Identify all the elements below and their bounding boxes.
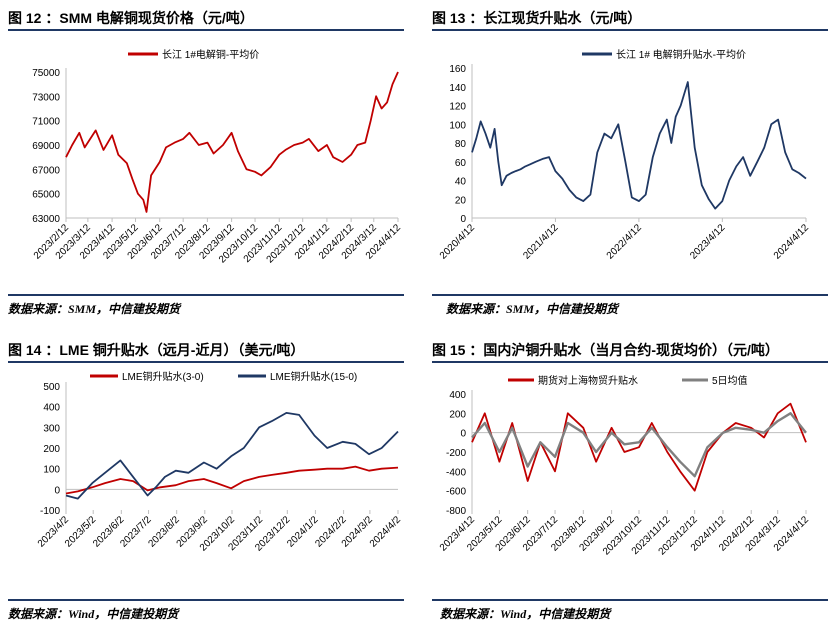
- y-tick-label: -200: [446, 448, 466, 459]
- panel-4-source: 数据来源：Wind，中信建投期货: [440, 607, 611, 621]
- panel-4-bottom-rule: [432, 599, 828, 601]
- chart-1: 630006500067000690007100073000750002023/…: [32, 48, 404, 266]
- y-tick-label: 0: [54, 485, 60, 496]
- y-tick-label: 80: [455, 139, 467, 150]
- y-tick-label: 0: [460, 429, 466, 440]
- y-tick-label: -800: [446, 506, 466, 517]
- x-tick-label: 2024/4/12: [772, 222, 812, 262]
- panel-4-title-rule: [432, 361, 828, 363]
- y-tick-label: -400: [446, 467, 466, 478]
- panel-3-bottom-rule: [8, 599, 404, 601]
- series-line-2: [65, 412, 399, 500]
- y-tick-label: 0: [460, 214, 466, 225]
- y-tick-label: 40: [455, 177, 467, 188]
- y-tick-label: 140: [449, 83, 466, 94]
- y-tick-label: 100: [43, 465, 60, 476]
- panel-2-title: 图 13 ：长江现货升贴水（元/吨）: [432, 10, 642, 26]
- y-tick-label: 200: [43, 444, 60, 455]
- y-tick-label: 160: [449, 64, 466, 75]
- y-tick-label: 120: [449, 102, 466, 113]
- y-tick-label: 400: [449, 390, 466, 401]
- panel-1-source: 数据来源：SMM，中信建投期货: [8, 302, 181, 316]
- legend-label-1: LME铜升贴水(3-0): [122, 370, 204, 383]
- y-tick-label: 300: [43, 423, 60, 434]
- series-line-1: [65, 465, 399, 495]
- x-tick-label: 2024/4/2: [368, 514, 404, 550]
- chart-4: -800-600-400-20002004002023/4/122023/5/1…: [438, 374, 812, 558]
- panel-2-bottom-rule: [432, 294, 828, 296]
- series-line-1: [471, 81, 807, 210]
- y-tick-label: 69000: [32, 141, 60, 152]
- y-tick-label: 20: [455, 195, 467, 206]
- panel-1-bottom-rule: [8, 294, 404, 296]
- y-tick-label: 75000: [32, 68, 60, 79]
- x-tick-label: 2020/4/12: [438, 222, 478, 262]
- panel-3-title-rule: [8, 361, 404, 363]
- legend-label-1: 长江 1# 电解铜升贴水-平均价: [616, 48, 746, 61]
- y-tick-label: 71000: [32, 117, 60, 128]
- y-tick-label: 100: [449, 120, 466, 131]
- y-tick-label: 63000: [32, 214, 60, 225]
- chart-2: 0 20 40 60 80 100 120 140 160 2020/4/12 2021/4/12 2…: [438, 48, 812, 262]
- y-tick-label: -600: [446, 487, 466, 498]
- panel-3-title: 图 14 ：LME 铜升贴水（远月-近月）（美元/吨）: [8, 342, 305, 358]
- y-tick-label: 200: [449, 409, 466, 420]
- panel-2-source: 数据来源：SMM，中信建投期货: [446, 302, 619, 316]
- y-tick-label: 60: [455, 158, 467, 169]
- y-tick-label: 73000: [32, 92, 60, 103]
- legend-label-1: 期货对上海物贸升贴水: [538, 374, 638, 387]
- series-line-2: [471, 412, 807, 478]
- panel-3-source: 数据来源：Wind，中信建投期货: [8, 607, 179, 621]
- y-tick-label: 65000: [32, 190, 60, 201]
- panel-1-title-rule: [8, 29, 404, 31]
- panel-1-title: 图 12 ：SMM 电解铜现货价格（元/吨）: [8, 10, 254, 26]
- x-tick-label: 2021/4/12: [521, 222, 561, 262]
- y-tick-label: 500: [43, 382, 60, 393]
- series-line-1: [65, 71, 399, 213]
- y-tick-label: 67000: [32, 165, 60, 176]
- legend-label-2: LME铜升贴水(15-0): [270, 370, 357, 383]
- panel-4-title: 图 15 ：国内沪铜升贴水（当月合约-现货均价）（元/吨）: [432, 342, 779, 358]
- x-tick-label: 2022/4/12: [605, 222, 645, 262]
- y-tick-label: 400: [43, 403, 60, 414]
- legend-label-2: 5日均值: [712, 374, 748, 387]
- legend-label-1: 长江 1#电解铜-平均价: [162, 48, 259, 61]
- x-tick-label: 2023/4/12: [688, 222, 728, 262]
- y-tick-label: -100: [40, 506, 60, 517]
- series-line-1: [471, 402, 807, 492]
- panel-2-title-rule: [432, 29, 828, 31]
- chart-3: -10001002003004005002023/4/22023/5/22023…: [36, 370, 404, 554]
